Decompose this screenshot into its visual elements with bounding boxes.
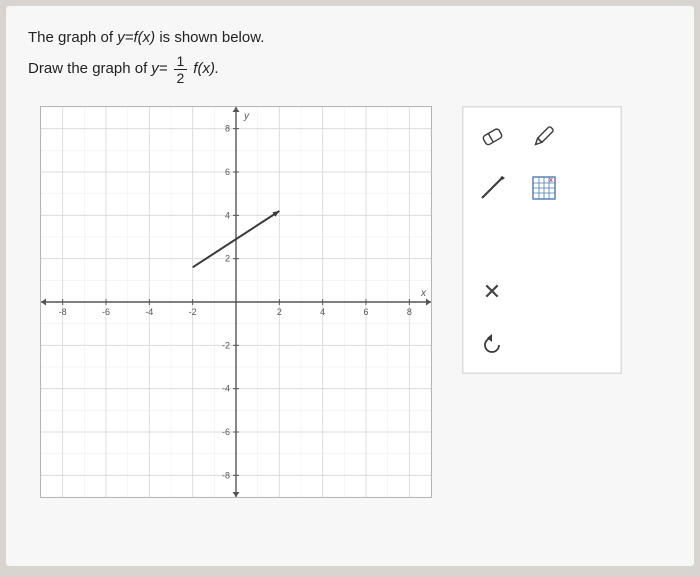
- graph-svg: -8-6-4-22468-8-6-4-22468xy: [41, 107, 431, 497]
- text-1b: y=f(x): [117, 29, 155, 46]
- svg-text:8: 8: [225, 123, 230, 133]
- fraction-one-half: 1 2: [174, 53, 188, 86]
- text-2c: f(x).: [193, 60, 219, 77]
- line-tool[interactable]: [469, 165, 515, 211]
- line-tool-icon: [477, 173, 507, 203]
- svg-text:8: 8: [407, 307, 412, 317]
- svg-text:-2: -2: [189, 307, 197, 317]
- svg-text:2: 2: [277, 307, 282, 317]
- close-icon: ✕: [483, 279, 501, 305]
- svg-text:2: 2: [225, 253, 230, 263]
- text-1a: The graph of: [28, 29, 117, 46]
- toolbox: x ✕: [462, 106, 622, 374]
- svg-text:-4: -4: [145, 307, 153, 317]
- svg-text:-8: -8: [222, 470, 230, 480]
- blank-tool-2: [521, 217, 567, 263]
- text-2a: Draw the graph of: [28, 55, 147, 84]
- svg-text:-4: -4: [222, 383, 230, 393]
- text-1c: is shown below.: [155, 29, 264, 46]
- graph-paper-icon: x: [531, 175, 557, 201]
- pen-tool[interactable]: [521, 113, 567, 159]
- undo-tool[interactable]: [469, 321, 515, 367]
- svg-text:x: x: [549, 177, 553, 184]
- pen-icon: [529, 121, 559, 151]
- fraction-numerator: 1: [174, 53, 188, 69]
- eraser-icon: [477, 121, 507, 151]
- prompt-line-1: The graph of y=f(x) is shown below.: [28, 24, 672, 53]
- svg-text:-2: -2: [222, 340, 230, 350]
- text-2b: y=: [151, 60, 167, 77]
- svg-text:-8: -8: [59, 307, 67, 317]
- undo-icon: [479, 331, 505, 357]
- close-tool[interactable]: ✕: [469, 269, 515, 315]
- blank-tool-1: [469, 217, 515, 263]
- page-container: The graph of y=f(x) is shown below. Draw…: [6, 6, 694, 566]
- eraser-tool[interactable]: [469, 113, 515, 159]
- svg-text:4: 4: [320, 307, 325, 317]
- svg-text:-6: -6: [222, 427, 230, 437]
- svg-text:y: y: [243, 111, 250, 122]
- svg-text:6: 6: [363, 307, 368, 317]
- graph-paper-tool[interactable]: x: [521, 165, 567, 211]
- svg-text:4: 4: [225, 210, 230, 220]
- question-prompt: The graph of y=f(x) is shown below. Draw…: [28, 24, 672, 86]
- content-row: -8-6-4-22468-8-6-4-22468xy: [28, 106, 672, 498]
- prompt-line-2: Draw the graph of y= 1 2 f(x).: [28, 53, 672, 86]
- svg-text:-6: -6: [102, 307, 110, 317]
- coordinate-graph[interactable]: -8-6-4-22468-8-6-4-22468xy: [40, 106, 432, 498]
- blank-tool-3: [521, 269, 567, 315]
- fraction-denominator: 2: [174, 70, 188, 86]
- svg-text:6: 6: [225, 167, 230, 177]
- svg-text:x: x: [420, 288, 427, 299]
